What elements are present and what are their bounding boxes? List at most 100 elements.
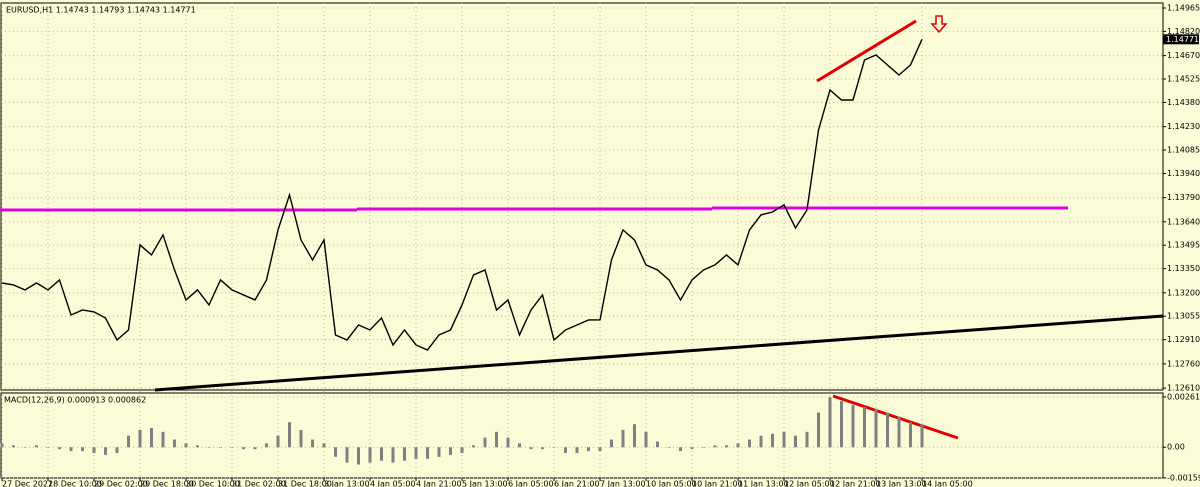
- x-tick-label: 31 Dec 18:00: [278, 480, 332, 487]
- macd-bar: [886, 412, 889, 448]
- macd-bar: [138, 429, 142, 448]
- y-tick-label: 1.13495: [1167, 241, 1200, 250]
- y-tick-label: 1.14820: [1167, 27, 1200, 36]
- macd-bar: [702, 447, 705, 448]
- macd-bar: [322, 443, 326, 448]
- macd-bar: [817, 412, 820, 448]
- macd-bar: [575, 447, 579, 453]
- macd-bar: [518, 443, 521, 448]
- macd-bar: [23, 447, 27, 448]
- macd-bar: [725, 445, 728, 448]
- x-tick-label: 6 Jan 21:00: [554, 480, 600, 487]
- macd-bar: [782, 431, 786, 448]
- macd-bar: [150, 428, 153, 448]
- macd-bar: [92, 447, 96, 453]
- grid: [1, 3, 1163, 479]
- y-tick-label: 1.14965: [1167, 4, 1200, 13]
- macd-bar: [552, 447, 556, 448]
- macd-bar: [403, 447, 406, 461]
- x-tick-label: 6 Jan 05:00: [508, 480, 554, 487]
- macd-bar: [46, 447, 50, 448]
- x-tick-label: 4 Jan 21:00: [416, 480, 462, 487]
- macd-bar: [380, 447, 383, 461]
- macd-bar: [564, 447, 567, 453]
- macd-bar: [495, 431, 498, 448]
- y-tick-label: 0.00: [1167, 443, 1185, 452]
- y-tick-label: 1.13640: [1167, 217, 1200, 226]
- y-tick-label: 1.12760: [1167, 359, 1200, 368]
- macd-bar: [173, 439, 176, 448]
- y-tick-label: 1.12610: [1167, 384, 1200, 393]
- y-tick-label: 1.14085: [1167, 146, 1200, 155]
- macd-bar: [265, 443, 268, 448]
- macd-bar: [828, 397, 832, 448]
- macd-bar: [483, 437, 487, 448]
- macd-bar: [184, 443, 188, 448]
- macd-bar: [794, 435, 797, 448]
- x-tick-label: 4 Jan 05:00: [370, 480, 416, 487]
- y-tick-label: 0.002615: [1167, 392, 1200, 401]
- macd-bar: [460, 447, 464, 453]
- macd-bar: [656, 441, 659, 448]
- y-tick-label: 1.14380: [1167, 98, 1200, 107]
- macd-bar: [897, 416, 901, 448]
- current-price-tag: [1163, 34, 1199, 45]
- x-tick-label: 28 Dec 10:00: [48, 480, 102, 487]
- macd-bar: [161, 431, 165, 448]
- macd-bar: [863, 406, 866, 448]
- macd-bar: [104, 447, 107, 455]
- macd-bar: [713, 445, 717, 448]
- x-tick-label: 12 Jan 21:00: [830, 480, 881, 487]
- support-trendline: [154, 314, 1164, 392]
- macd-bar: [437, 447, 441, 457]
- macd-bar: [35, 445, 38, 448]
- macd-bar: [909, 422, 912, 448]
- macd-bar: [621, 429, 625, 448]
- macd-bar: [81, 447, 84, 452]
- y-tick-label: 1.14670: [1167, 51, 1200, 60]
- down-arrow: [930, 15, 948, 34]
- macd-bar: [851, 404, 855, 448]
- price-panel: [0, 2, 1164, 391]
- macd-bar: [610, 439, 613, 448]
- macd-bar: [368, 447, 372, 463]
- macd-bar: [345, 447, 349, 463]
- macd-bar: [242, 447, 245, 450]
- macd-bar: [805, 431, 809, 448]
- x-tick-label: 3 Jan 13:00: [324, 480, 370, 487]
- y-tick-label: -0.001593: [1167, 473, 1200, 482]
- macd-bar: [644, 431, 648, 448]
- macd-bar: [196, 445, 199, 448]
- x-tick-label: 29 Dec 02:00: [94, 480, 148, 487]
- macd-bar: [12, 445, 15, 448]
- x-tick-label: 12 Jan 05:00: [784, 480, 835, 487]
- x-tick-label: 27 Dec 2021: [2, 480, 53, 487]
- x-tick-label: 10 Jan 05:00: [646, 480, 697, 487]
- x-tick-label: 5 Jan 13:00: [462, 480, 508, 487]
- macd-bar: [667, 447, 671, 448]
- macd-bar: [299, 429, 303, 448]
- macd-bar: [357, 447, 360, 465]
- macd-bar: [207, 447, 211, 448]
- macd-bar: [541, 447, 544, 450]
- macd-bar: [391, 447, 395, 463]
- macd-title: MACD(12,26,9) 0.000913 0.000862: [4, 396, 146, 405]
- macd-bar: [69, 447, 73, 452]
- x-tick-label: 29 Dec 18:00: [140, 480, 194, 487]
- x-tick-label: 14 Jan 05:00: [922, 480, 973, 487]
- macd-bar: [276, 435, 280, 448]
- x-tick-label: 10 Jan 21:00: [692, 480, 743, 487]
- price-line: [1, 39, 923, 351]
- macd-bar: [679, 447, 682, 452]
- macd-bar: [288, 422, 291, 448]
- x-tick-label: 31 Dec 02:00: [232, 480, 286, 487]
- divergence-line: [832, 394, 959, 440]
- macd-bar: [414, 447, 418, 459]
- macd-bar: [115, 447, 119, 453]
- macd-bar: [529, 447, 533, 450]
- macd-bar: [230, 447, 234, 448]
- y-tick-label: 1.13200: [1167, 288, 1200, 297]
- macd-bar: [127, 435, 130, 448]
- y-tick-label: 1.13055: [1167, 312, 1200, 321]
